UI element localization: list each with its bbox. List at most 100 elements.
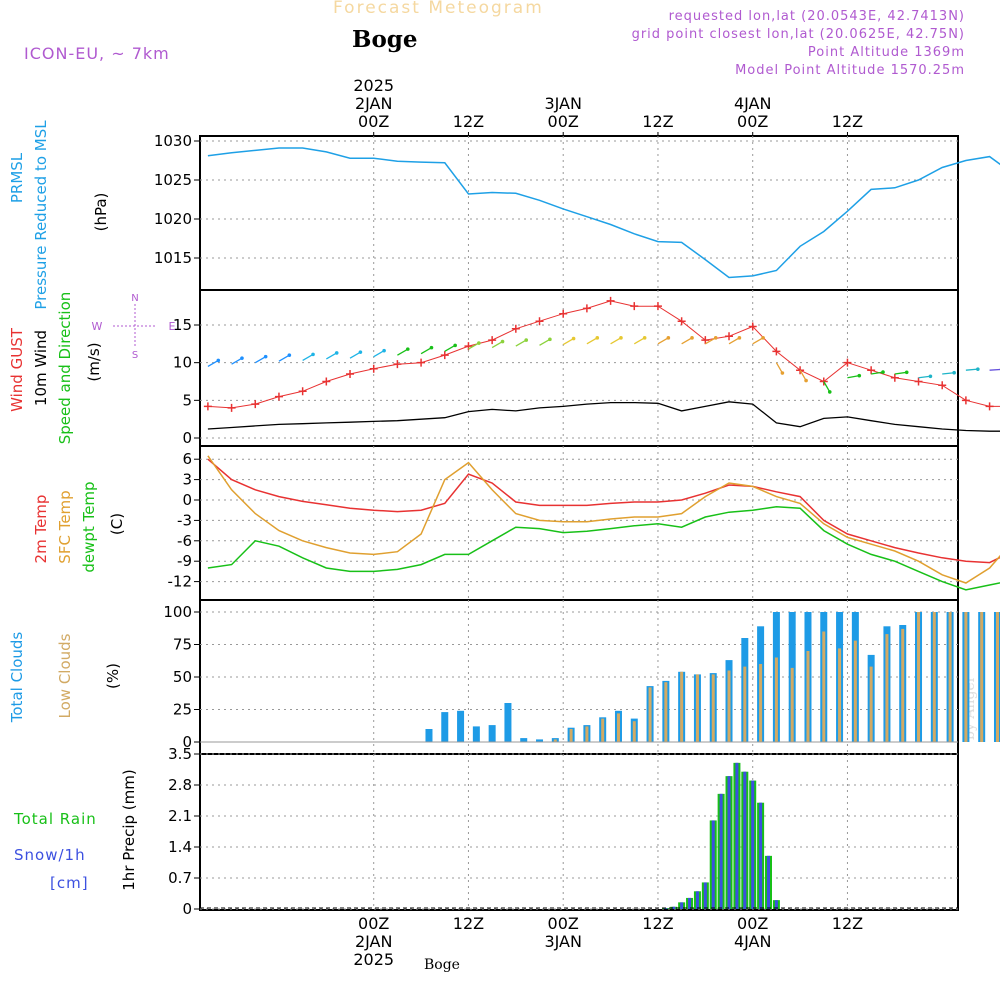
top-axis-label: 2JAN [355, 94, 393, 113]
snow-bar [767, 855, 770, 909]
wind-direction-arrowhead [595, 336, 600, 340]
wind-direction-arrow [302, 353, 314, 361]
model-name: ICON-EU, ~ 7km [24, 44, 170, 63]
dewpoint-label: dewpt Temp [80, 481, 98, 572]
bottom-axis-label: 2JAN [355, 932, 393, 951]
snow-unit-label: [cm] [50, 874, 89, 892]
wind-direction-arrow [942, 372, 955, 375]
gust-line [207, 300, 1000, 409]
wind-direction-arrow [871, 371, 884, 375]
wind-direction-arrow [657, 337, 669, 345]
low-cloud-bar [632, 721, 636, 742]
wind-direction-arrowhead [334, 351, 339, 355]
snow-bar [719, 793, 723, 909]
total-rain-label: Total Rain [13, 810, 97, 828]
low-cloud-bar [806, 651, 810, 742]
temperature-ytick-label: -3 [177, 511, 192, 529]
wind-direction-arrowhead [642, 336, 647, 340]
wind-direction-arrow [326, 352, 338, 360]
low-cloud-bar [964, 612, 968, 742]
total-cloud-bar [520, 738, 528, 742]
station-name: Boge [352, 26, 418, 53]
low-cloud-bar [648, 687, 652, 742]
clouds-ytick-label: 75 [173, 636, 192, 654]
clouds-ytick-label: 100 [163, 603, 192, 621]
clouds-unit-label: (%) [104, 663, 122, 689]
bottom-axis-label: 00Z [548, 914, 579, 933]
snow-bar [680, 902, 684, 909]
wind-direction-arrow [491, 341, 503, 349]
precip-unit-label: 1hr Precip (mm) [120, 769, 138, 890]
wind-direction-arrow [965, 368, 978, 371]
clouds-ytick-label: 50 [173, 668, 192, 686]
clouds-ytick-label: 25 [173, 701, 192, 719]
temperature-ytick-label: -12 [168, 573, 193, 591]
total-cloud-bar [457, 710, 465, 742]
wind-direction-arrow [539, 338, 551, 346]
wind-direction-arrow [444, 344, 456, 352]
temp-2m-label: 2m Temp [32, 495, 50, 564]
wind-direction-arrow [728, 337, 740, 345]
snow-bar [664, 908, 668, 909]
wind-direction-arrow [775, 362, 783, 374]
footer-station: Boge [424, 957, 460, 973]
wind-direction-arrowhead [761, 336, 765, 340]
snow-bar [759, 802, 763, 909]
wind-direction-arrowhead [571, 336, 576, 341]
low-cloud-bar [727, 670, 731, 742]
wind-direction-arrowhead [382, 348, 386, 353]
dewpoint-line [207, 506, 1000, 591]
wind-direction-arrowhead [713, 336, 718, 340]
wind-ytick-label: 15 [173, 316, 192, 334]
low-cloud-bar [980, 612, 984, 742]
precip-ytick-label: 2.8 [168, 776, 192, 794]
low-cloud-bar [711, 674, 715, 742]
top-axis-label: 12Z [453, 112, 484, 131]
top-axis-label: 00Z [548, 112, 579, 131]
pressure-ytick-label: 1030 [154, 132, 192, 150]
wind-direction-arrow [278, 354, 290, 362]
precip-panel-frame [199, 753, 959, 911]
wind-direction-arrowhead [358, 350, 363, 354]
compass-east: E [169, 320, 176, 333]
wind-direction-arrow [847, 375, 860, 379]
temperature-ytick-label: 3 [182, 471, 192, 489]
wind-direction-arrow [373, 350, 385, 358]
low-cloud-bar [616, 713, 620, 742]
chart-title: Forecast Meteogram [333, 0, 544, 18]
wind-direction-arrow [989, 368, 1000, 371]
wind-direction-arrowhead [619, 336, 623, 340]
top-axis-label: 00Z [737, 112, 768, 131]
low-cloud-bar [585, 726, 589, 742]
precip-ytick-label: 3.5 [168, 745, 192, 763]
wind-direction-arrowhead [666, 336, 671, 340]
low-cloud-bar [774, 657, 778, 742]
wind-direction-arrowhead [429, 345, 434, 350]
snow-bar [735, 762, 739, 909]
wind-direction-arrow [562, 338, 574, 346]
wind-direction-arrow [752, 337, 764, 345]
wind-direction-arrow [705, 337, 717, 345]
low-cloud-bar [680, 671, 684, 742]
temp-unit-label: (C) [108, 513, 126, 535]
bottom-axis-label: 00Z [358, 914, 389, 933]
low-cloud-bar [553, 739, 557, 742]
compass-north: N [131, 293, 138, 304]
wind-direction-arrowhead [548, 337, 552, 342]
bottom-axis-label: 2025 [353, 950, 394, 969]
low-cloud-bar [601, 718, 605, 742]
wind-direction-arrow [468, 342, 480, 350]
snow-bar [688, 897, 692, 909]
low-cloud-bar [869, 666, 873, 742]
wind-direction-arrowhead [216, 358, 221, 363]
wind-direction-arrow [515, 339, 527, 347]
snow-bar [743, 771, 747, 909]
wind-unit-label: (m/s) [85, 342, 103, 381]
bottom-axis-label: 12Z [642, 914, 673, 933]
wind-direction-arrowhead [500, 339, 505, 344]
model-point-altitude: Model Point Altitude 1570.25m [735, 63, 965, 78]
wind-direction-arrow [207, 359, 219, 367]
wind-direction-arrowhead [477, 341, 481, 345]
low-cloud-bar [664, 682, 668, 742]
wind-direction-arrowhead [311, 352, 315, 357]
